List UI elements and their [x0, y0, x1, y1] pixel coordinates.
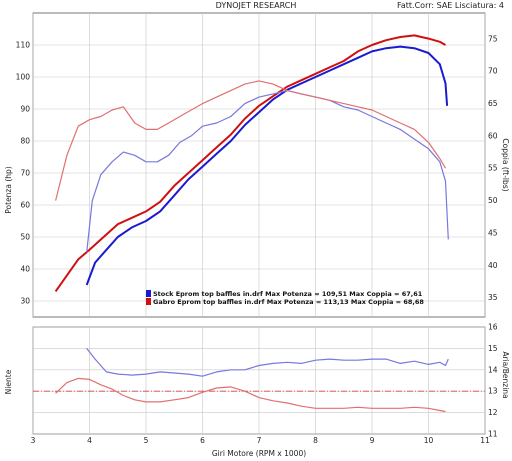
- right-tick-label: 75: [488, 34, 498, 43]
- x-tick-label: 4: [87, 436, 92, 445]
- x-tick-label: 6: [200, 436, 205, 445]
- power-torque-panel: 30 40 50 60 70 80 90 100 110 35 40 45 50 55 60 65 70 75 S…: [4, 12, 510, 318]
- left-tick-label: 110: [16, 41, 31, 50]
- x-tick-label: 5: [144, 436, 149, 445]
- air-fuel-tick-label: 14: [488, 365, 498, 374]
- air-fuel-grid: [32, 326, 486, 435]
- air-fuel-tick-label: 11: [488, 430, 498, 439]
- chart-title: DYNOJET RESEARCH: [215, 1, 297, 10]
- x-tick-label: 10: [424, 436, 434, 445]
- left-tick-label: 80: [20, 137, 30, 146]
- series-line-potenza: [54, 34, 446, 292]
- x-tick-label: 7: [257, 436, 262, 445]
- right-tick-label: 35: [488, 293, 498, 302]
- air-fuel-tick-label: 12: [488, 408, 498, 417]
- right-tick-label: 60: [488, 131, 498, 140]
- series-line-coppia: [55, 80, 447, 201]
- air-fuel-ticks: 11 12 13 14 15 16 3 4 5 6 7 8 9 10 11: [31, 323, 498, 446]
- air-fuel-tick-label: 16: [488, 323, 498, 332]
- right-tick-label: 50: [488, 196, 498, 205]
- left-tick-label: 40: [20, 265, 30, 274]
- x-tick-label: 8: [313, 436, 318, 445]
- legend-swatch-stock: [146, 290, 151, 297]
- legend-swatch-gabro: [146, 298, 151, 305]
- series-line-potenza: [85, 45, 449, 286]
- right-tick-label: 40: [488, 261, 498, 270]
- legend: Stock Eprom top baffles in.drf Max Poten…: [146, 290, 424, 306]
- left-tick-label: 50: [20, 233, 30, 242]
- series-line-coppia: [86, 90, 449, 253]
- air-fuel-tick-label: 15: [488, 344, 498, 353]
- air-fuel-line: [86, 348, 449, 377]
- power-torque-grid: [32, 13, 486, 317]
- legend-entry-stock: Stock Eprom top baffles in.drf Max Poten…: [153, 290, 423, 298]
- legend-entry-gabro: Gabro Eprom top baffles in.drf Max Poten…: [153, 298, 424, 306]
- air-fuel-series: [55, 348, 449, 413]
- correction-info: Fatt.Corr: SAE Lisciatura: 4: [397, 1, 504, 10]
- x-tick-label: 3: [31, 436, 36, 445]
- x-tick-label: 9: [370, 436, 375, 445]
- left-tick-label: 100: [16, 73, 31, 82]
- left-tick-label: 90: [20, 105, 30, 114]
- right-tick-label: 55: [488, 164, 498, 173]
- air-fuel-tick-label: 13: [488, 387, 498, 396]
- x-tick-label: 11: [480, 436, 490, 445]
- air-fuel-panel: 11 12 13 14 15 16 3 4 5 6 7 8 9 10 11 Niente Aria/Benz…: [4, 323, 510, 446]
- left-tick-label: 70: [20, 169, 30, 178]
- left-axis-label: Potenza (hp): [4, 166, 13, 214]
- left-tick-label: 30: [20, 297, 30, 306]
- right-axis-label: Coppia (ft-lbs): [501, 138, 510, 191]
- right-tick-label: 65: [488, 99, 498, 108]
- power-torque-ticks: 30 40 50 60 70 80 90 100 110 35 40 45 50 55 60 65 70 75: [16, 34, 498, 305]
- niente-axis-label: Niente: [4, 369, 13, 394]
- x-axis-label: Giri Motore (RPM x 1000): [212, 449, 306, 458]
- air-fuel-line: [55, 377, 446, 413]
- chart-header: DYNOJET RESEARCH Fatt.Corr: SAE Lisciatu…: [0, 0, 512, 12]
- left-tick-label: 60: [20, 201, 30, 210]
- right-tick-label: 45: [488, 228, 498, 237]
- right-tick-label: 70: [488, 67, 498, 76]
- power-torque-series: [54, 34, 449, 292]
- air-fuel-axis-label: Aria/Benzina: [501, 351, 510, 398]
